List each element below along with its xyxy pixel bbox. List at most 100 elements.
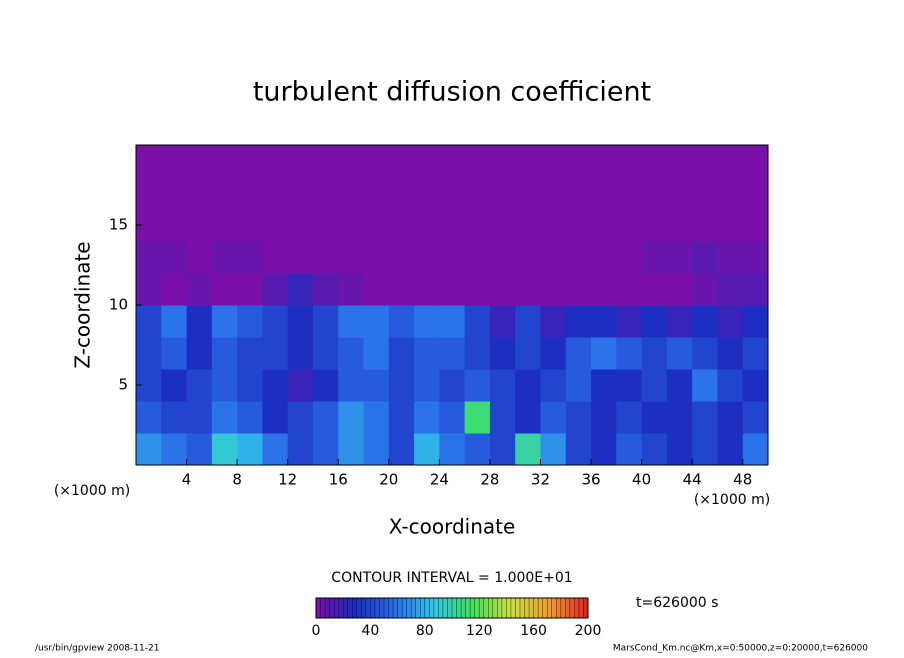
cell — [489, 401, 516, 434]
cell — [464, 305, 491, 338]
cell — [666, 369, 693, 402]
colorbar-swatch — [488, 598, 494, 618]
footer: MarsCond_Km.nc@Km,x=0:50000,z=0:20000,t=… — [613, 644, 868, 654]
colorbar-swatch — [320, 598, 326, 618]
cell — [717, 241, 744, 274]
cell — [161, 337, 188, 370]
y-tick-label: 10 — [109, 296, 128, 314]
colorbar-swatch — [556, 598, 562, 618]
cell — [692, 401, 718, 434]
colorbar-swatch — [379, 598, 385, 618]
cell — [414, 305, 440, 338]
cell — [692, 241, 718, 274]
colorbar-swatch — [402, 598, 408, 618]
cell — [540, 177, 567, 210]
cell — [363, 241, 390, 274]
colorbar-swatch — [510, 598, 516, 618]
cell — [161, 369, 188, 402]
cell — [363, 273, 390, 306]
colorbar-swatch — [574, 598, 580, 618]
cell — [136, 177, 162, 210]
colorbar-swatch — [560, 598, 566, 618]
cell — [312, 305, 339, 338]
cell — [312, 273, 339, 306]
cell — [742, 305, 769, 338]
cell — [237, 305, 263, 338]
cell — [161, 401, 188, 434]
cell — [666, 241, 693, 274]
cell — [262, 209, 289, 242]
cell — [515, 209, 541, 242]
colorbar-swatch — [470, 598, 476, 618]
cell — [439, 433, 466, 466]
cell — [338, 145, 365, 178]
cell — [641, 337, 668, 370]
cell — [742, 209, 769, 242]
cell — [287, 401, 314, 434]
cell — [489, 337, 516, 370]
cell — [338, 209, 365, 242]
cell — [287, 241, 314, 274]
colorbar-swatch — [465, 598, 471, 618]
cell — [136, 145, 162, 178]
colorbar-swatch — [347, 598, 353, 618]
cell — [211, 433, 238, 466]
cell — [363, 337, 390, 370]
colorbar-swatch — [374, 598, 380, 618]
cell — [312, 209, 339, 242]
cell — [489, 305, 516, 338]
cell — [616, 273, 643, 306]
cell — [388, 241, 415, 274]
x-tick-label: 24 — [430, 471, 449, 489]
cell — [211, 305, 238, 338]
cell — [540, 145, 567, 178]
cell — [388, 369, 415, 402]
cell — [439, 177, 466, 210]
cell — [363, 369, 390, 402]
cell — [565, 305, 592, 338]
cell — [363, 433, 390, 466]
colorbar-swatch — [461, 598, 467, 618]
colorbar-swatch — [316, 598, 322, 618]
cell — [515, 305, 541, 338]
cell — [186, 145, 213, 178]
cell — [338, 273, 365, 306]
cell — [161, 433, 188, 466]
cell — [717, 337, 744, 370]
colorbar-swatch — [547, 598, 553, 618]
cell — [211, 401, 238, 434]
cell — [161, 209, 188, 242]
cell — [388, 401, 415, 434]
cell — [666, 305, 693, 338]
cell — [161, 177, 188, 210]
x-tick-label: 20 — [379, 471, 398, 489]
colorbar-tick-label: 200 — [575, 623, 602, 639]
cell — [237, 433, 263, 466]
cell — [742, 241, 769, 274]
cell — [616, 241, 643, 274]
cell — [439, 305, 466, 338]
cell — [414, 337, 440, 370]
colorbar-swatch — [361, 598, 367, 618]
colorbar-swatch — [329, 598, 335, 618]
cell — [742, 145, 769, 178]
cell — [616, 433, 643, 466]
cell — [186, 369, 213, 402]
cell — [591, 145, 617, 178]
cell — [388, 209, 415, 242]
cell — [515, 145, 541, 178]
cell — [591, 177, 617, 210]
cell — [565, 209, 592, 242]
cell — [666, 273, 693, 306]
colorbar-swatch — [506, 598, 512, 618]
cell — [616, 401, 643, 434]
cell — [540, 433, 567, 466]
cell — [414, 273, 440, 306]
colorbar-swatch — [529, 598, 535, 618]
cell — [287, 145, 314, 178]
x-tick-label: 8 — [232, 471, 242, 489]
colorbar-tick-label: 40 — [361, 623, 379, 639]
cell — [464, 273, 491, 306]
x-tick-label: 16 — [329, 471, 348, 489]
